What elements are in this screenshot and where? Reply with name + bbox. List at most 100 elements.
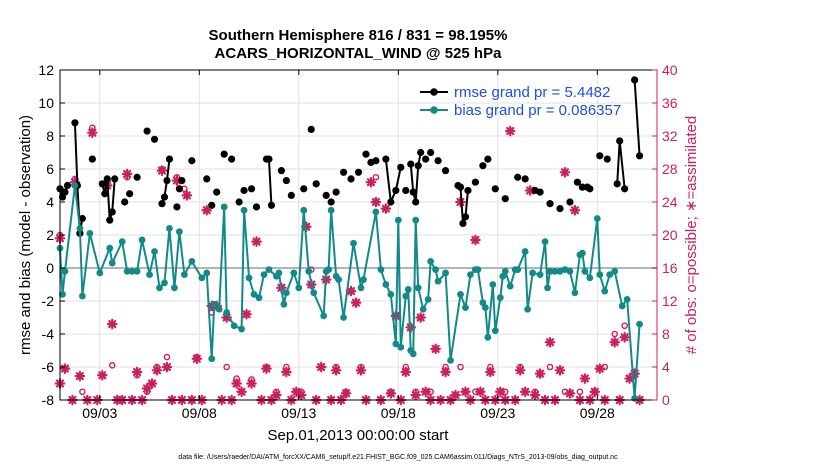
rmse-point: [150, 135, 159, 143]
bias-point: [230, 322, 238, 330]
rmse-point: [160, 193, 169, 201]
obs-assimilated-stroke: [152, 366, 162, 375]
obs-possible-marker: [223, 363, 230, 371]
obs-assimilated-stroke: [75, 372, 84, 381]
y-axis-label-left: rmse and bias (model - observation): [17, 115, 34, 355]
rmse-point: [464, 186, 472, 195]
y-tick-label: 0: [46, 260, 54, 276]
bias-point: [255, 294, 263, 302]
obs-assimilated-stroke: [297, 390, 306, 400]
bias-point: [118, 238, 126, 246]
rmse-point: [459, 219, 467, 228]
bias-point: [360, 276, 367, 283]
bias-point: [404, 286, 412, 293]
bias-point: [586, 274, 594, 282]
rmse-point: [471, 178, 480, 186]
bias-point: [295, 284, 303, 292]
obs-assimilated-marker: [295, 389, 307, 401]
obs-assimilated-stroke: [157, 166, 167, 175]
bias-point: [290, 269, 298, 277]
legend-rmse-label: rmse grand pr = 5.4482: [454, 84, 610, 101]
bias-point: [462, 304, 469, 311]
obs-assimilated-stroke: [411, 390, 420, 400]
obs-assimilated-marker: [494, 386, 506, 398]
rmse-point: [407, 160, 415, 168]
obs-assimilated-stroke: [401, 367, 410, 377]
obs-assimilated-marker: [385, 388, 397, 399]
rmse-point: [479, 162, 487, 170]
bias-point: [496, 294, 504, 302]
obs-assimilated-marker: [410, 389, 422, 401]
bias-point: [427, 258, 435, 265]
obs-assimilated-marker: [151, 365, 163, 376]
obs-assimilated-stroke: [531, 390, 540, 400]
bias-point: [76, 225, 84, 232]
obs-assimilated-marker: [420, 386, 431, 398]
bias-point: [108, 259, 116, 267]
obs-assimilated-marker: [380, 203, 392, 214]
obs-assimilated-marker: [400, 366, 412, 378]
bias-point: [382, 281, 390, 288]
obs-assimilated-stroke: [282, 367, 291, 377]
obs-assimilated-stroke: [341, 389, 351, 398]
rmse-point: [282, 176, 290, 185]
bias-point: [310, 289, 318, 297]
bias-point: [96, 269, 104, 277]
obs-assimilated-marker: [96, 369, 108, 381]
rmse-point: [631, 76, 639, 84]
obs-assimilated-marker: [544, 336, 556, 348]
rmse-point: [78, 214, 86, 223]
obs-possible-marker: [611, 330, 619, 338]
y-tick-label: 4: [46, 194, 54, 210]
y-right-tick-label: 24: [662, 194, 678, 210]
obs-assimilated-marker: [579, 373, 591, 384]
bias-point: [210, 300, 218, 308]
rmse-point: [621, 185, 629, 193]
bias-point: [275, 269, 283, 277]
obs-assimilated-marker: [609, 336, 621, 348]
bias-point: [623, 295, 631, 303]
y-tick-label: 8: [46, 128, 54, 144]
rmse-point: [417, 148, 425, 157]
rmse-point: [63, 181, 72, 190]
rmse-point: [228, 155, 236, 163]
rmse-point: [103, 175, 111, 183]
obs-assimilated-marker: [340, 388, 352, 399]
bias-point: [208, 355, 216, 363]
obs-assimilated-marker: [241, 308, 252, 320]
obs-assimilated-stroke: [317, 362, 326, 372]
bias-point: [631, 394, 639, 402]
y-tick-label: 12: [38, 62, 54, 78]
bias-point: [521, 248, 529, 255]
y-axis-label-right: # of obs: o=possible; ∗=assimilated: [683, 116, 700, 355]
rmse-point: [213, 188, 221, 196]
obs-assimilated-stroke: [516, 366, 525, 375]
rmse-point: [277, 167, 285, 175]
obs-assimilated-stroke: [416, 313, 425, 322]
obs-assimilated-stroke: [182, 191, 191, 200]
y-tick-label: -4: [42, 326, 55, 342]
bias-point: [601, 287, 609, 295]
rmse-point: [412, 198, 420, 206]
rmse-point: [121, 198, 129, 206]
obs-assimilated-marker: [246, 378, 257, 389]
obs-assimilated-marker: [619, 332, 630, 343]
x-tick-label: 09/03: [82, 405, 117, 421]
rmse-point: [372, 157, 380, 165]
rmse-point: [247, 185, 256, 193]
bias-point: [171, 284, 178, 292]
chart-title: Southern Hemisphere 816 / 831 = 98.195%: [209, 27, 508, 44]
obs-assimilated-marker: [450, 389, 461, 401]
rmse-point: [339, 168, 348, 176]
obs-assimilated-marker: [261, 363, 272, 374]
rmse-point: [175, 185, 183, 193]
obs-assimilated-stroke: [471, 235, 480, 245]
bias-point: [320, 312, 328, 320]
obs-assimilated-stroke: [456, 197, 465, 207]
bias-point: [524, 305, 532, 313]
obs-assimilated-marker: [251, 236, 262, 247]
bias-point: [578, 249, 586, 257]
obs-possible-marker: [576, 388, 584, 396]
bias-point: [489, 281, 497, 288]
rmse-point: [71, 119, 79, 127]
